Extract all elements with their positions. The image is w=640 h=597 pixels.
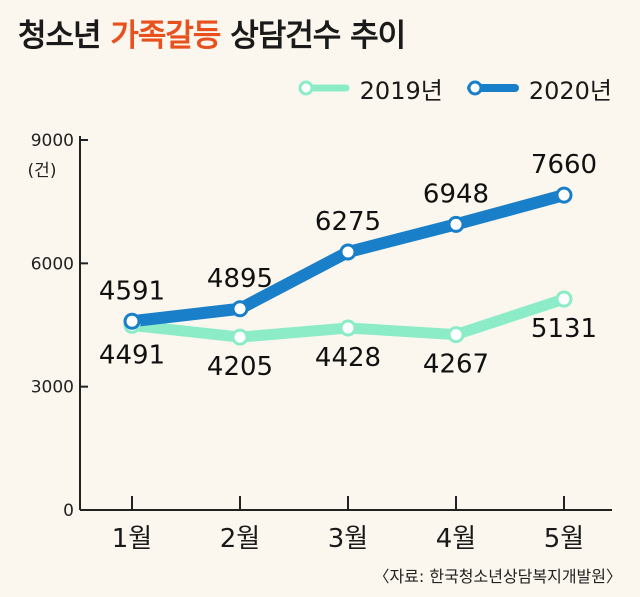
series-2019-point xyxy=(447,326,465,344)
series-2019-point xyxy=(231,328,249,346)
series-2020-point xyxy=(123,312,141,330)
series-2019-point xyxy=(555,290,573,308)
legend-label-2019: 2019년 xyxy=(359,76,443,105)
series-2020-data-label: 7660 xyxy=(531,150,597,180)
y-tick-label: 6000 xyxy=(31,254,74,274)
legend: 2019년 2020년 xyxy=(296,70,612,106)
legend-label-2020: 2020년 xyxy=(528,76,612,105)
source-note: 〈자료: 한국청소년상담복지개발원〉 xyxy=(373,567,622,586)
y-tick-label: 9000 xyxy=(31,131,74,151)
y-tick-label: 0 xyxy=(63,501,74,521)
chart-title: 청소년 가족갈등 상담건수 추이 xyxy=(18,10,406,55)
series-2020-data-label: 6275 xyxy=(315,207,381,237)
legend-swatch-2019 xyxy=(298,80,350,96)
series-2019-data-label: 4205 xyxy=(207,352,273,382)
x-tick-label: 5월 xyxy=(544,524,584,554)
series-2019-data-label: 4267 xyxy=(423,350,489,380)
y-unit-label: (건) xyxy=(28,161,57,181)
x-tick-label: 2월 xyxy=(220,524,260,554)
series-2019-data-label: 4491 xyxy=(99,340,165,370)
x-tick-label: 4월 xyxy=(436,524,476,554)
series-2020-data-label: 6948 xyxy=(423,179,489,209)
title-suffix: 상담건수 추이 xyxy=(220,18,406,54)
y-tick-label: 3000 xyxy=(31,378,74,398)
legend-item-2020: 2020년 xyxy=(465,71,612,106)
x-tick-label: 1월 xyxy=(112,524,152,554)
series-2019-data-label: 5131 xyxy=(531,314,597,344)
series-2019-point xyxy=(339,319,357,337)
legend-item-2019: 2019년 xyxy=(296,71,443,106)
series-2020-data-label: 4895 xyxy=(207,264,273,294)
title-prefix: 청소년 xyxy=(18,18,111,54)
series-2020-point xyxy=(555,186,573,204)
legend-swatch-2020 xyxy=(466,80,519,96)
x-tick-label: 3월 xyxy=(328,524,368,554)
series-2020-point xyxy=(447,215,465,233)
series-2020-point xyxy=(339,243,357,261)
series-2020-point xyxy=(231,300,249,318)
title-highlight: 가족갈등 xyxy=(110,18,221,54)
series-2020-data-label: 4591 xyxy=(99,276,165,306)
series-2019-data-label: 4428 xyxy=(315,343,381,373)
